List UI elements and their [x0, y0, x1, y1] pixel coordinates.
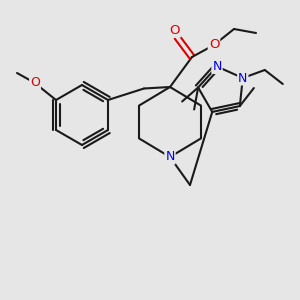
Text: O: O	[170, 23, 180, 37]
Text: N: N	[212, 60, 222, 73]
Text: N: N	[238, 71, 248, 85]
Text: O: O	[30, 76, 40, 89]
Text: O: O	[209, 38, 219, 52]
Text: N: N	[165, 151, 175, 164]
